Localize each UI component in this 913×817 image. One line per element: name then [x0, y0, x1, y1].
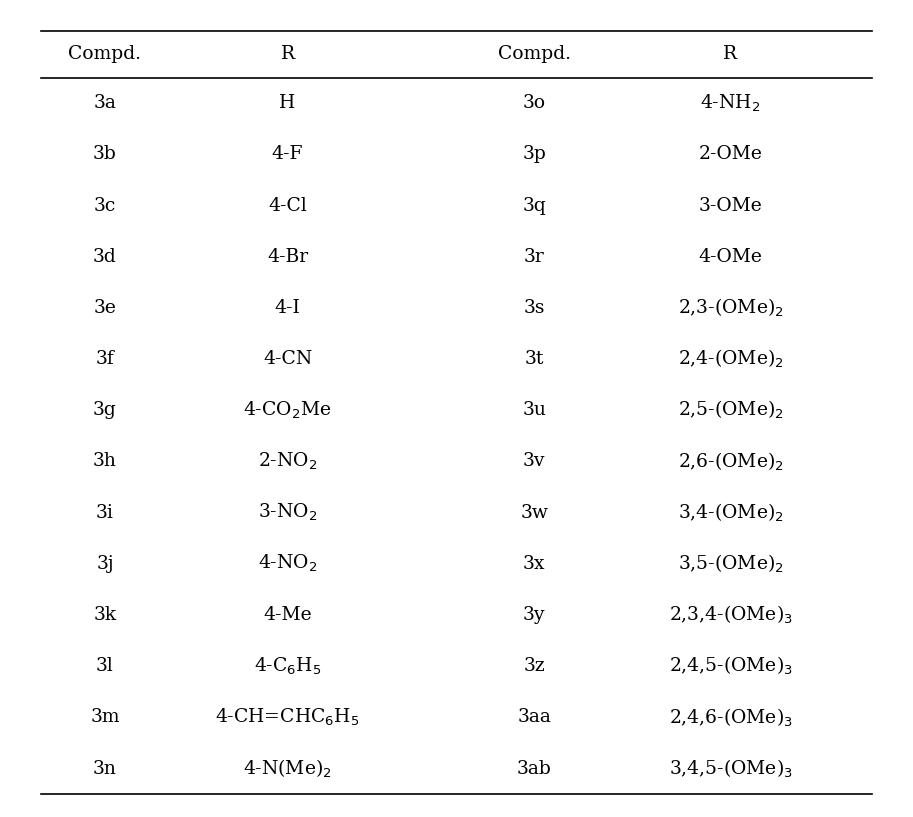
Text: 4-OMe: 4-OMe: [698, 248, 762, 266]
Text: 4-F: 4-F: [272, 145, 303, 163]
Text: 3j: 3j: [96, 555, 114, 573]
Text: 3r: 3r: [524, 248, 544, 266]
Text: Compd.: Compd.: [498, 45, 571, 64]
Text: 3a: 3a: [93, 94, 117, 112]
Text: Compd.: Compd.: [68, 45, 142, 64]
Text: 4-CH=CHC$_6$H$_5$: 4-CH=CHC$_6$H$_5$: [215, 707, 360, 728]
Text: 3h: 3h: [93, 453, 117, 471]
Text: 3d: 3d: [93, 248, 117, 266]
Text: 4-C$_6$H$_5$: 4-C$_6$H$_5$: [254, 655, 321, 676]
Text: R: R: [723, 45, 738, 64]
Text: 3p: 3p: [522, 145, 546, 163]
Text: 2-NO$_2$: 2-NO$_2$: [257, 451, 318, 472]
Text: 3c: 3c: [94, 197, 116, 215]
Text: 3f: 3f: [96, 350, 114, 368]
Text: 3,5-(OMe)$_2$: 3,5-(OMe)$_2$: [677, 552, 783, 575]
Text: 4-Br: 4-Br: [267, 248, 309, 266]
Text: 2,5-(OMe)$_2$: 2,5-(OMe)$_2$: [677, 400, 783, 422]
Text: 2,6-(OMe)$_2$: 2,6-(OMe)$_2$: [677, 450, 783, 472]
Text: 3g: 3g: [93, 401, 117, 419]
Text: 3e: 3e: [93, 299, 117, 317]
Text: 2,3-(OMe)$_2$: 2,3-(OMe)$_2$: [677, 297, 783, 319]
Text: 4-N(Me)$_2$: 4-N(Me)$_2$: [243, 757, 332, 779]
Text: 2,4-(OMe)$_2$: 2,4-(OMe)$_2$: [677, 348, 783, 370]
Text: 3l: 3l: [96, 657, 114, 675]
Text: 3w: 3w: [520, 503, 548, 521]
Text: 3y: 3y: [523, 606, 545, 624]
Text: 4-I: 4-I: [275, 299, 300, 317]
Text: 3aa: 3aa: [517, 708, 551, 726]
Text: 4-CN: 4-CN: [263, 350, 312, 368]
Text: 4-NO$_2$: 4-NO$_2$: [257, 553, 318, 574]
Text: H: H: [279, 94, 296, 112]
Text: 3b: 3b: [93, 145, 117, 163]
Text: 3t: 3t: [524, 350, 544, 368]
Text: 3ab: 3ab: [517, 760, 551, 778]
Text: 4-Cl: 4-Cl: [268, 197, 307, 215]
Text: 3-OMe: 3-OMe: [698, 197, 762, 215]
Text: 3,4,5-(OMe)$_3$: 3,4,5-(OMe)$_3$: [668, 757, 792, 779]
Text: 3s: 3s: [523, 299, 545, 317]
Text: 2,4,5-(OMe)$_3$: 2,4,5-(OMe)$_3$: [668, 655, 792, 677]
Text: 3x: 3x: [523, 555, 545, 573]
Text: 2-OMe: 2-OMe: [698, 145, 762, 163]
Text: R: R: [280, 45, 295, 64]
Text: 4-CO$_2$Me: 4-CO$_2$Me: [244, 400, 331, 421]
Text: 3u: 3u: [522, 401, 546, 419]
Text: 2,4,6-(OMe)$_3$: 2,4,6-(OMe)$_3$: [668, 706, 792, 729]
Text: 3-NO$_2$: 3-NO$_2$: [257, 502, 318, 523]
Text: 3n: 3n: [93, 760, 117, 778]
Text: 3m: 3m: [90, 708, 120, 726]
Text: 3i: 3i: [96, 503, 114, 521]
Text: 3q: 3q: [522, 197, 546, 215]
Text: 4-NH$_2$: 4-NH$_2$: [700, 92, 761, 114]
Text: 4-Me: 4-Me: [263, 606, 312, 624]
Text: 3z: 3z: [523, 657, 545, 675]
Text: 3k: 3k: [93, 606, 117, 624]
Text: 3v: 3v: [523, 453, 545, 471]
Text: 3,4-(OMe)$_2$: 3,4-(OMe)$_2$: [677, 502, 783, 524]
Text: 3o: 3o: [522, 94, 546, 112]
Text: 2,3,4-(OMe)$_3$: 2,3,4-(OMe)$_3$: [668, 604, 792, 626]
